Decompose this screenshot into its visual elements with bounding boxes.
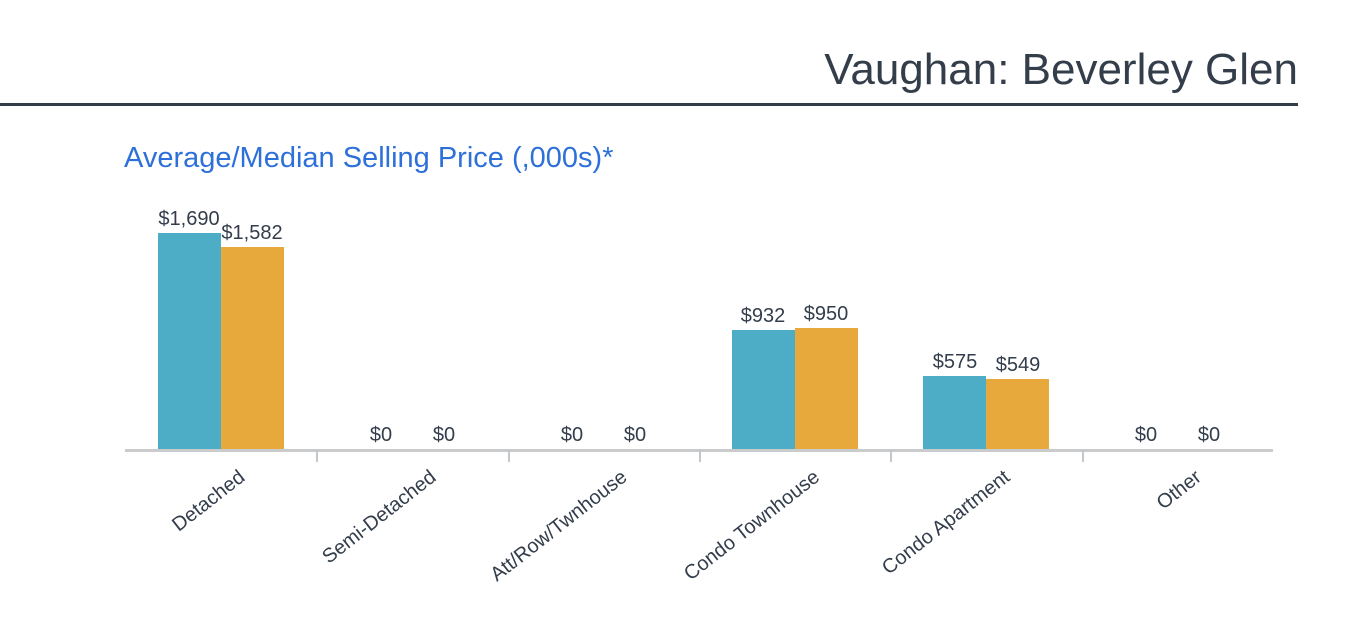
average-value-condo-apartment: $575 xyxy=(932,351,978,373)
average-bar-condo-apartment xyxy=(923,376,986,449)
average-value-semi-detached: $0 xyxy=(369,424,393,446)
average-bar-detached xyxy=(158,233,221,449)
median-value-condo-townhouse: $950 xyxy=(803,303,849,325)
average-bar-condo-townhouse xyxy=(732,330,795,449)
median-bar-condo-apartment xyxy=(986,379,1049,449)
median-value-condo-apartment: $549 xyxy=(995,354,1041,376)
x-axis-label-condo-townhouse: Condo Townhouse xyxy=(679,466,824,586)
x-axis-label-condo-apartment: Condo Apartment xyxy=(878,466,1015,580)
median-value-detached: $1,582 xyxy=(221,222,283,244)
x-axis-tick xyxy=(508,449,510,462)
median-value-att-row-twnhouse: $0 xyxy=(623,424,647,446)
x-axis-label-semi-detached: Semi-Detached xyxy=(318,466,441,569)
x-axis-label-detached: Detached xyxy=(168,466,250,537)
title-rule xyxy=(0,103,1298,106)
x-axis-tick xyxy=(1082,449,1084,462)
average-value-other: $0 xyxy=(1134,424,1158,446)
x-axis-label-att-row-twnhouse: Att/Row/Twnhouse xyxy=(486,466,632,586)
median-bar-condo-townhouse xyxy=(795,328,858,449)
x-axis-tick xyxy=(316,449,318,462)
median-bar-detached xyxy=(221,247,284,449)
median-value-other: $0 xyxy=(1197,424,1221,446)
x-axis-tick xyxy=(699,449,701,462)
report-title: Vaughan: Beverley Glen xyxy=(824,45,1298,94)
chart-title: Average/Median Selling Price (,000s)* xyxy=(124,142,614,174)
average-value-condo-townhouse: $932 xyxy=(740,305,786,327)
x-axis-label-other: Other xyxy=(1152,466,1206,515)
average-value-att-row-twnhouse: $0 xyxy=(560,424,584,446)
x-axis-tick xyxy=(890,449,892,462)
median-value-semi-detached: $0 xyxy=(432,424,456,446)
average-value-detached: $1,690 xyxy=(158,208,220,230)
